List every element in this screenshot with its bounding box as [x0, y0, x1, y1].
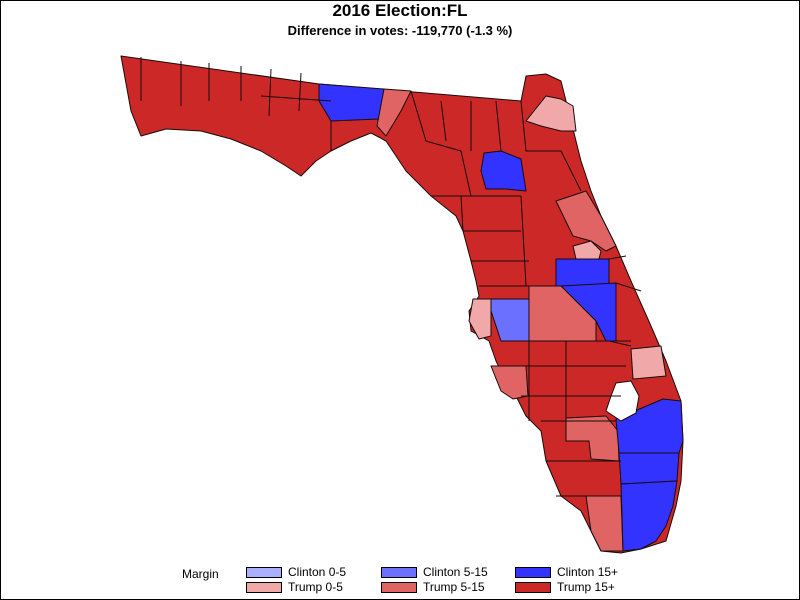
- county-sarasota: [490, 365, 529, 400]
- county-gadsden-leon: [318, 83, 385, 122]
- legend-item-clinton-15-plus: Clinton 15+: [515, 565, 618, 579]
- county-duval: [525, 95, 577, 132]
- legend-item-trump-15-plus: Trump 15+: [515, 580, 615, 594]
- legend-label: Clinton 5-15: [423, 565, 488, 579]
- legend-swatch: [246, 566, 282, 578]
- county-monroe: [585, 495, 624, 552]
- legend-swatch: [515, 566, 551, 578]
- chart-subtitle: Difference in votes: -119,770 (-1.3 %): [287, 23, 513, 38]
- legend-label: Trump 0-5: [288, 580, 343, 594]
- legend-item-trump-0-5: Trump 0-5: [246, 580, 343, 594]
- county-pinellas: [468, 298, 492, 340]
- legend-item-clinton-5-15: Clinton 5-15: [381, 565, 488, 579]
- county-volusia: [555, 190, 617, 252]
- county-stlucie: [630, 345, 667, 380]
- county-broward: [618, 452, 680, 485]
- legend-title: Margin: [182, 567, 219, 581]
- county-alachua: [480, 150, 527, 192]
- legend-swatch: [381, 581, 417, 593]
- legend-swatch: [515, 581, 551, 593]
- legend-label: Clinton 15+: [557, 565, 619, 579]
- county-hendry: [565, 415, 620, 462]
- legend-item-trump-5-15: Trump 5-15: [381, 580, 485, 594]
- legend: Margin Clinton 0-5 Trump 0-5 Clinton 5-1…: [1, 564, 799, 596]
- legend-swatch: [246, 581, 282, 593]
- legend-item-clinton-0-5: Clinton 0-5: [246, 565, 346, 579]
- county-borders: [140, 57, 642, 497]
- legend-label: Trump 15+: [557, 580, 615, 594]
- county-miami-dade: [620, 480, 678, 552]
- legend-swatch: [381, 566, 417, 578]
- chart-title: 2016 Election:FL: [332, 1, 468, 20]
- county-jefferson: [376, 88, 412, 137]
- legend-label: Trump 5-15: [423, 580, 485, 594]
- lake-okeechobee: [605, 380, 640, 422]
- county-orange: [555, 258, 610, 287]
- county-seminole: [572, 240, 602, 260]
- legend-label: Clinton 0-5: [288, 565, 347, 579]
